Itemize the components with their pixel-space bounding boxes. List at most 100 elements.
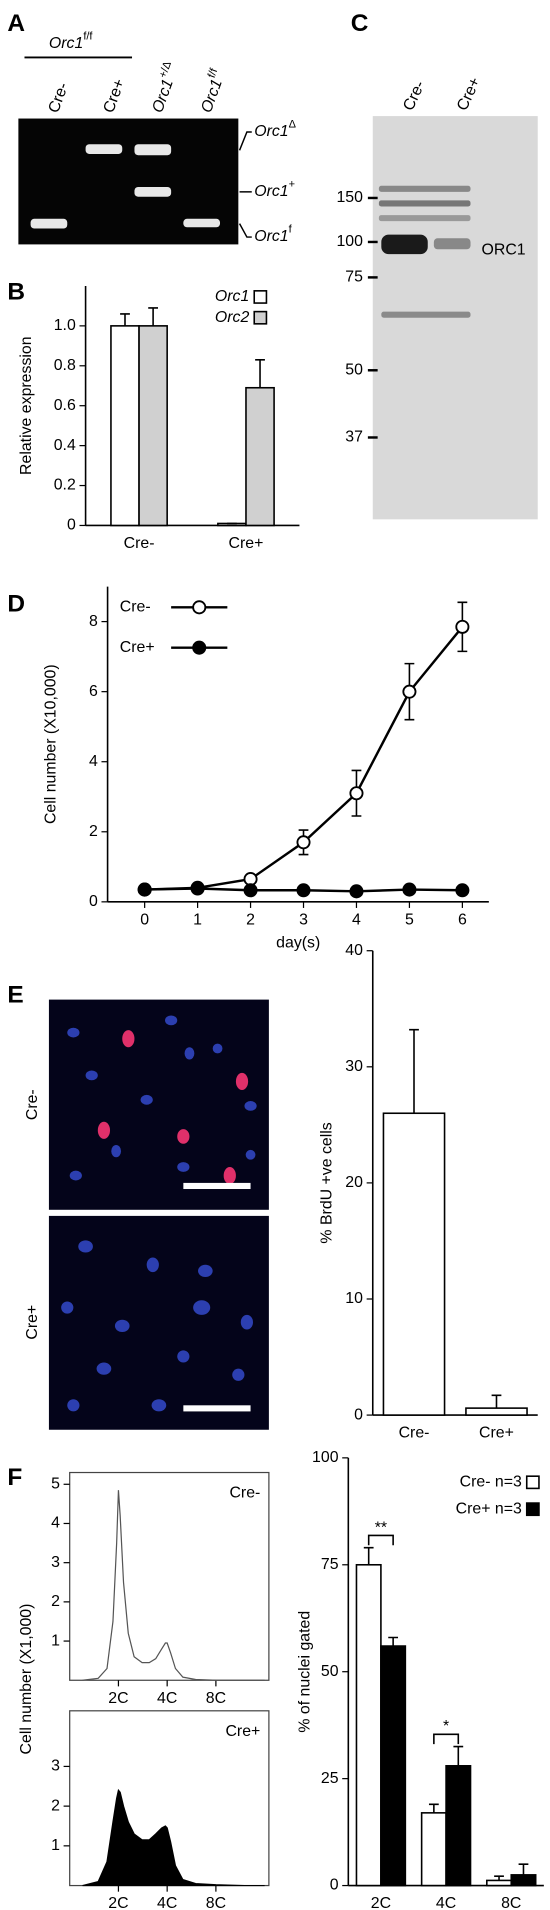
point [296,883,311,898]
band-pointers [238,131,252,238]
micrograph [48,999,269,1210]
significance-label: * [443,1718,449,1735]
bar [420,1812,447,1887]
row-label: Cre- [24,1089,41,1120]
y-tick-label: 4 [89,753,98,770]
point [137,882,152,897]
y-tick-label: 0 [354,1406,363,1423]
gel-bands [30,144,221,229]
y-tick-label: 0.8 [54,357,76,374]
legend-label: Cre+ [120,639,155,656]
annotation: Cre- [229,1484,260,1501]
y-tick-label: 8 [89,613,98,630]
y-tick-label: 25 [321,1770,339,1787]
lane-label: Cre- [46,80,73,115]
band-label-sup: + [289,178,295,190]
lane-label-sup: +/Δ [157,60,174,80]
marker-label: 75 [345,269,363,286]
x-tick-label: 2 [246,911,255,928]
legend-label: Orc1 [215,288,249,305]
bar [110,325,140,527]
panel-label: F [7,1464,22,1491]
x-tick-label: 8C [206,1895,226,1910]
x-tick-label: 4 [352,911,361,928]
lane-label: Cre+ [454,75,484,114]
lane-label: Orc1f/f [194,66,230,115]
panel-label: B [7,279,25,306]
x-tick-label: 2C [371,1895,391,1910]
x-tick-label: 1 [193,911,202,928]
legend-marker [192,600,207,615]
group-label-base: Orc1 [49,35,83,52]
y-axis-label: % of nuclei gated [297,1611,314,1733]
point [455,619,470,634]
y-tick-label: 5 [51,1475,60,1492]
point [402,882,417,897]
annotation: Cre+ [225,1723,260,1740]
bar [445,1765,472,1887]
y-tick-label: 2 [51,1593,60,1610]
group-label: Orc1f/f [49,31,94,53]
error-bar [388,1636,399,1647]
y-tick-label: 1.0 [54,317,76,334]
legend-swatch [525,1502,540,1517]
x-tick-label: 3 [299,911,308,928]
error-bar [453,1745,464,1766]
bar [355,1563,382,1887]
y-tick-label: 0 [330,1877,339,1894]
error-bar [148,307,158,326]
band-label-base: Orc1 [254,123,288,140]
legend-marker [192,640,207,655]
y-tick-label: 50 [321,1663,339,1680]
x-tick-label: 8C [206,1690,226,1707]
band-label: Orc1f [254,224,292,246]
error-bar [363,1546,374,1565]
y-tick-label: 0 [67,517,76,534]
x-tick-label: Cre- [124,535,155,552]
legend-label: Cre- n=3 [460,1473,522,1490]
legend-swatch [525,1475,540,1490]
x-tick-label: 8C [501,1895,521,1910]
lane-label: Cre- [400,78,428,113]
band-label-base: Orc1 [254,228,288,245]
y-tick-label: 1 [51,1837,60,1854]
brdu-nuclei [97,1030,249,1185]
x-tick-label: 4C [157,1895,177,1910]
histogram [82,1490,265,1681]
error-bar [518,1863,529,1875]
band-label-sup: f [289,224,293,236]
legend-label: Orc2 [215,309,250,326]
plot-frame [69,1471,270,1681]
marker-label: 100 [336,233,363,250]
y-tick-label: 6 [89,683,98,700]
legend-label: Cre- [120,599,151,616]
x-tick-label: Cre+ [229,535,264,552]
lane-label-sup: f/f [206,66,221,80]
bar [486,1879,513,1887]
band-label: Orc1Δ [254,119,296,141]
group-label-sup: f/f [83,31,93,43]
panel-label: E [7,981,23,1008]
bar [245,386,275,527]
error-bar [255,359,265,388]
y-tick-label: 0.6 [54,397,76,414]
significance-bracket [433,1733,460,1745]
y-tick-label: 10 [345,1290,363,1307]
scale-bar [183,1182,251,1190]
band-label-base: Orc1 [254,183,288,200]
point [402,684,417,699]
nuclei [61,1015,257,1412]
lane-label-base: Orc1 [149,77,177,115]
histogram [82,1788,265,1887]
y-axis-label: Cell number (X1,000) [18,1604,35,1755]
y-tick-label: 3 [51,1758,60,1775]
error-bar [494,1875,504,1881]
legend-swatch [253,310,268,325]
x-tick-label: 0 [140,911,149,928]
y-tick-label: 3 [51,1554,60,1571]
y-tick-label: 20 [345,1174,363,1191]
point [349,884,364,899]
panel-label: D [7,590,25,617]
x-tick-label: Cre+ [479,1425,514,1442]
